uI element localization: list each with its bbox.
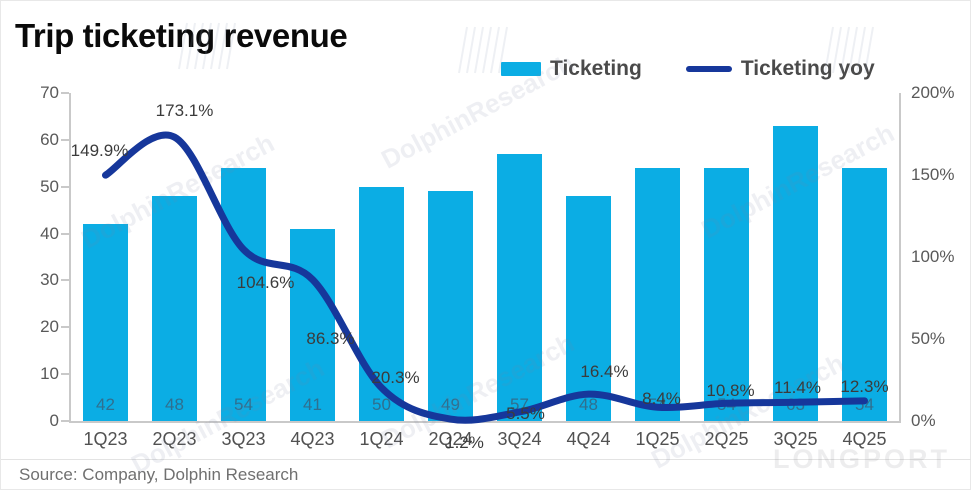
left-axis-tick-mark <box>61 138 69 141</box>
left-axis-tick-mark <box>61 185 69 188</box>
bar-ticketing[interactable]: 57 <box>497 153 542 421</box>
left-axis-tick-mark <box>61 279 69 282</box>
category-axis-labels: 1Q23 2Q23 3Q23 4Q23 1Q24 2Q24 3Q24 4Q24 1Q25 2Q25… <box>71 429 899 450</box>
left-axis-tick-mark <box>61 326 69 329</box>
bar-ticketing[interactable]: 48 <box>566 196 611 421</box>
yoy-percent-label: 12.3% <box>840 376 889 396</box>
bar-ticketing[interactable]: 42 <box>83 224 128 421</box>
legend-item-ticketing[interactable]: Ticketing <box>501 57 642 81</box>
yoy-percent-label: 173.1% <box>155 101 214 121</box>
left-axis-tick: 40 <box>40 223 59 243</box>
left-axis-tick: 70 <box>40 83 59 102</box>
right-axis-tick: 150% <box>911 165 955 184</box>
bar-ticketing[interactable]: 54 <box>221 167 266 421</box>
left-axis-tick: 50 <box>40 176 59 196</box>
legend-label-ticketing-yoy: Ticketing yoy <box>740 57 875 80</box>
right-axis-tick: 200% <box>911 83 955 102</box>
right-axis-tick: 100% <box>911 247 955 266</box>
bar-slot: 54 <box>209 93 278 421</box>
yoy-percent-label: 149.9% <box>70 141 129 161</box>
left-axis-tick-mark <box>61 420 69 422</box>
category-label: 2Q24 <box>428 429 473 449</box>
bar-value-label: 50 <box>372 395 391 414</box>
yoy-percent-label: 5.5% <box>506 403 545 423</box>
bar-ticketing[interactable]: 49 <box>428 191 473 421</box>
left-axis-tick: 20 <box>40 317 59 337</box>
bar-slot: 57 <box>485 93 554 421</box>
legend-item-ticketing-yoy[interactable]: Ticketing yoy <box>685 57 875 81</box>
footer-divider <box>1 459 971 460</box>
bar-slot: 54 <box>623 93 692 421</box>
left-axis-tick: 60 <box>40 129 59 149</box>
chart-title: Trip ticketing revenue <box>15 17 348 54</box>
bar-ticketing[interactable]: 41 <box>290 228 335 421</box>
category-label: 3Q23 <box>221 429 266 449</box>
left-axis-tick-mark <box>61 92 69 94</box>
bar-value-label: 54 <box>234 395 253 414</box>
bar-value-label: 48 <box>165 395 184 414</box>
right-axis-line <box>899 93 901 422</box>
category-label: 4Q24 <box>566 429 611 449</box>
category-label: 2Q23 <box>152 429 197 449</box>
bar-value-label: 42 <box>96 395 115 414</box>
bar-ticketing[interactable]: 54 <box>635 167 680 421</box>
bar-value-label: 49 <box>441 395 460 414</box>
yoy-percent-label: 1.2% <box>445 433 484 453</box>
bars-layer: 42 48 54 41 50 49 57 48 54 54 63 54 <box>71 93 899 421</box>
bar-value-label: 48 <box>579 395 598 414</box>
yoy-percent-label: 8.4% <box>642 389 681 409</box>
bar-slot: 49 <box>416 93 485 421</box>
left-axis-tick: 0 <box>49 411 59 430</box>
left-axis-tick-mark <box>61 373 69 376</box>
category-label: 4Q25 <box>842 429 887 449</box>
category-label: 3Q25 <box>773 429 818 449</box>
yoy-percent-label: 86.3% <box>306 329 355 349</box>
left-axis-tick: 30 <box>40 270 59 290</box>
right-axis: 0% 50% 100% 150% 200% <box>903 83 961 430</box>
left-axis-tick: 10 <box>40 364 59 384</box>
category-label: 3Q24 <box>497 429 542 449</box>
bar-ticketing[interactable]: 63 <box>773 125 818 421</box>
category-label: 1Q24 <box>359 429 404 449</box>
right-axis-tick: 0% <box>911 411 936 430</box>
source-note: Source: Company, Dolphin Research <box>19 465 299 484</box>
left-axis-tick-mark <box>61 232 69 235</box>
plot-area: 42 48 54 41 50 49 57 48 54 54 63 54 149.9% 173.1% 104… <box>70 93 899 452</box>
axis-baseline <box>69 421 901 423</box>
bar-ticketing[interactable]: 48 <box>152 196 197 421</box>
bar-slot: 54 <box>692 93 761 421</box>
category-label: 1Q23 <box>83 429 128 449</box>
right-axis-tick: 50% <box>911 329 946 348</box>
bar-slot: 41 <box>278 93 347 421</box>
legend-line-swatch-icon <box>685 66 732 72</box>
yoy-percent-label: 104.6% <box>236 273 295 293</box>
bar-value-label: 54 <box>855 395 874 414</box>
chart-legend: Ticketing Ticketing yoy <box>501 57 875 81</box>
left-axis: 0 10 20 30 40 50 60 70 <box>9 83 67 430</box>
yoy-percent-label: 16.4% <box>580 362 629 382</box>
category-label: 2Q25 <box>704 429 749 449</box>
legend-bar-swatch-icon <box>501 62 541 76</box>
legend-label-ticketing: Ticketing <box>550 57 642 80</box>
bar-slot: 54 <box>830 93 899 421</box>
bar-slot: 63 <box>761 93 830 421</box>
left-axis-line <box>69 93 71 422</box>
bar-value-label: 41 <box>303 395 322 414</box>
category-label: 4Q23 <box>290 429 335 449</box>
yoy-percent-label: 20.3% <box>371 367 420 387</box>
yoy-percent-label: 11.4% <box>774 378 821 398</box>
category-label: 1Q25 <box>635 429 680 449</box>
bar-slot: 48 <box>140 93 209 421</box>
yoy-percent-label: 10.8% <box>706 381 755 401</box>
